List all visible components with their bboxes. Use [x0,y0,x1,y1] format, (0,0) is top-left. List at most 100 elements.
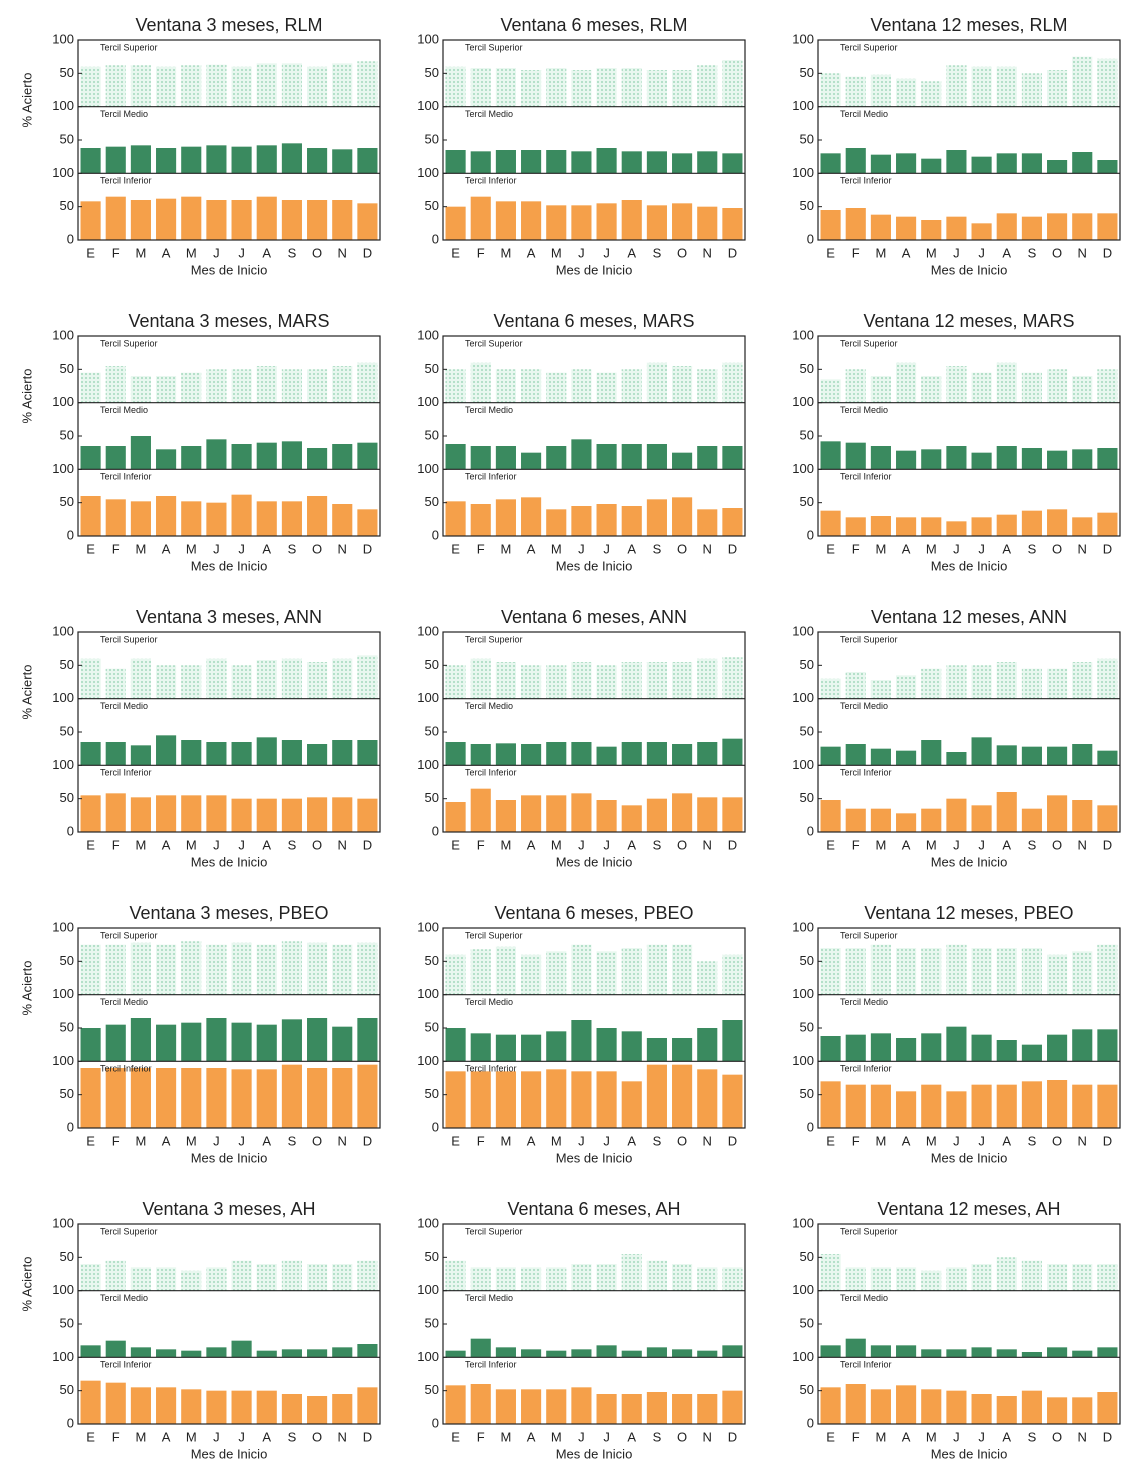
bar [307,369,328,403]
x-tick-label: M [551,1133,562,1148]
x-tick-label: M [551,837,562,852]
bar [646,362,667,403]
y-axis-label: % Acierto [19,73,34,128]
bar [231,1390,252,1424]
bar [445,1071,466,1128]
bar [571,944,592,995]
bar [672,1394,693,1424]
bar [672,744,693,766]
x-tick-label: A [902,245,911,260]
bar [181,1270,202,1291]
bar [596,1028,617,1062]
bar [870,680,891,699]
bar [596,746,617,766]
bar [105,1260,126,1291]
y-tick-label: 100 [52,690,74,705]
bar [646,499,667,536]
bar [845,1084,866,1128]
bar [1097,1347,1118,1358]
x-tick-label: O [312,1133,322,1148]
chart-title: Ventana 3 meses, PBEO [129,903,328,923]
bar [971,1394,992,1424]
y-tick-label: 50 [800,1382,814,1397]
bar [206,1068,227,1128]
bar [256,1350,277,1358]
bar [1072,1264,1093,1291]
x-tick-label: E [451,837,460,852]
x-tick-label: E [826,1133,835,1148]
bar [1047,954,1068,995]
bar [546,1350,567,1358]
x-tick-label: M [926,245,937,260]
bar [870,1267,891,1291]
bar [1021,216,1042,240]
bar [646,205,667,240]
x-axis-label: Mes de Inicio [556,558,633,573]
y-tick-label: 50 [800,427,814,442]
bar [571,1387,592,1424]
bar [495,800,516,832]
subplot-label: Tercil Superior [840,930,898,940]
y-tick-label: 100 [417,1349,439,1364]
bar [256,63,277,107]
bar [156,1349,177,1358]
bar [307,448,328,470]
bar [307,1018,328,1062]
bar [1047,668,1068,699]
bar [672,366,693,403]
x-tick-label: E [86,541,95,556]
bar [596,444,617,470]
bar [105,146,126,174]
bar [181,1022,202,1062]
bar [845,369,866,403]
x-tick-label: O [312,1429,322,1444]
bar [921,740,942,766]
y-tick-label: 100 [792,394,814,409]
bar [521,744,542,766]
bar [546,509,567,536]
bar [105,1068,126,1128]
y-tick-label: 100 [792,98,814,113]
x-tick-label: J [213,1133,220,1148]
bar [521,954,542,995]
bar [281,369,302,403]
y-tick-label: 0 [67,1415,74,1430]
x-axis-label: Mes de Inicio [931,262,1008,277]
bar [130,942,151,995]
y-tick-label: 100 [792,1282,814,1297]
x-tick-label: A [527,245,536,260]
bar [571,742,592,766]
x-tick-label: M [551,541,562,556]
bar [870,154,891,174]
chart-title: Ventana 3 meses, MARS [128,311,329,331]
bar [672,452,693,470]
bar [181,501,202,536]
subplot-label: Tercil Inferior [465,1064,517,1074]
y-tick-label: 0 [807,527,814,542]
bar [722,1074,743,1128]
subplot-label: Tercil Inferior [100,176,152,186]
bar [445,206,466,240]
x-tick-label: E [451,1429,460,1444]
bar [181,795,202,832]
x-tick-label: M [135,837,146,852]
bar [80,1380,101,1424]
bar [1097,1392,1118,1424]
plot-frame [442,39,746,241]
bar [206,944,227,995]
bar [181,65,202,107]
y-tick-label: 100 [792,31,814,46]
y-tick-label: 50 [425,131,439,146]
bar [820,153,841,174]
bar [1097,1084,1118,1128]
bar [332,149,353,174]
y-axis-label: % Acierto [19,961,34,1016]
bar [697,446,718,470]
bar [1097,213,1118,240]
bar [1021,1352,1042,1358]
bar [445,954,466,995]
plot-frame [77,631,381,833]
bar [105,1340,126,1358]
bar [521,665,542,699]
bar [231,66,252,107]
